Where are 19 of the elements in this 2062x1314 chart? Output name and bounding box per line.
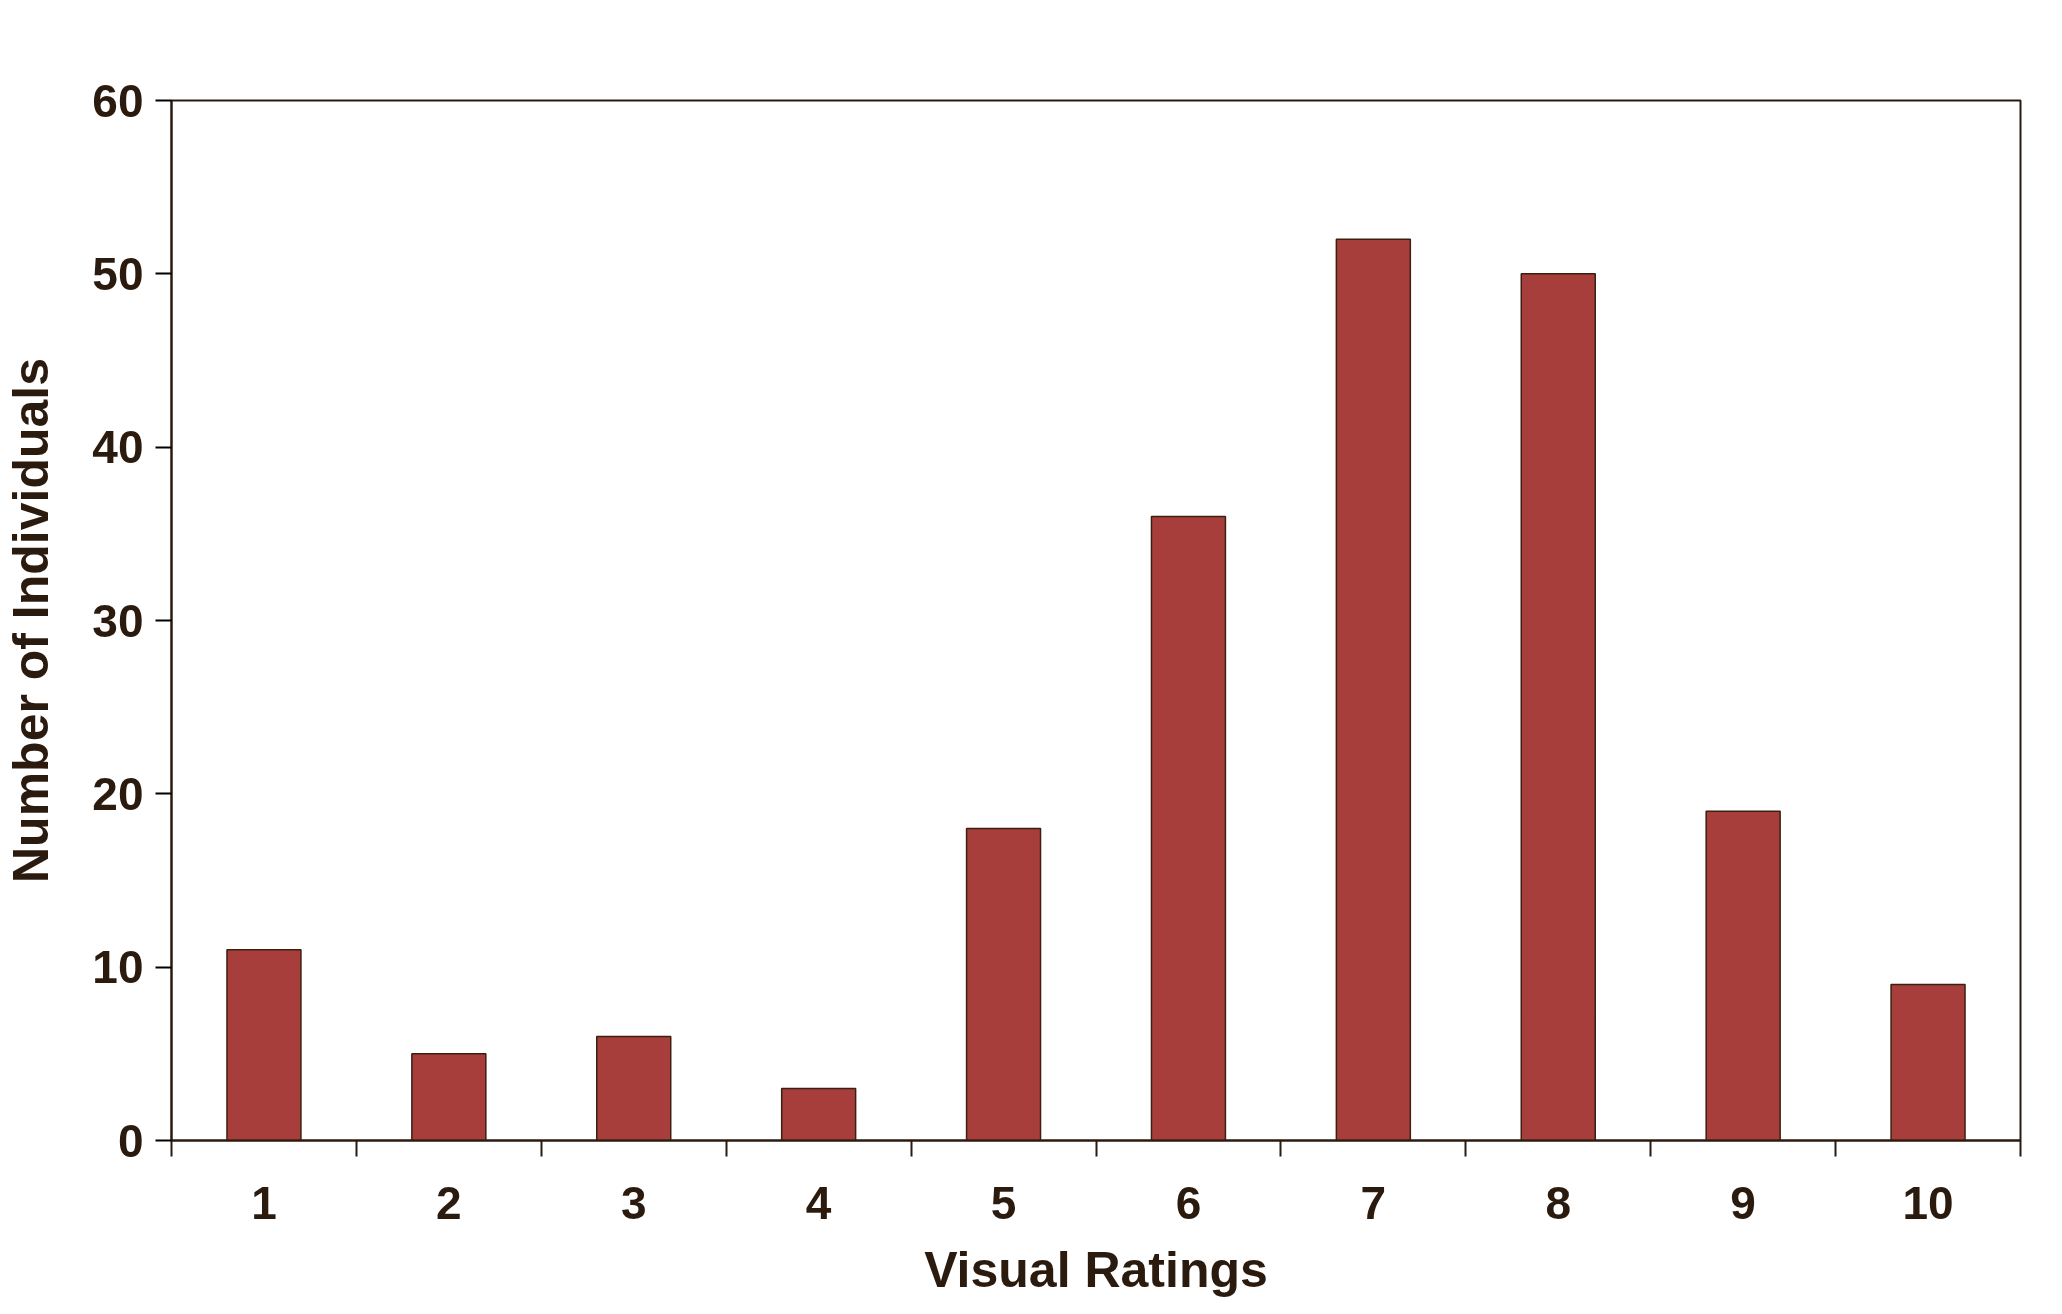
x-tick-label: 3 <box>620 1176 647 1229</box>
y-tick-label: 0 <box>117 1114 144 1167</box>
y-tick-label: 50 <box>92 247 144 300</box>
x-tick-label: 8 <box>1545 1176 1572 1229</box>
y-tick-label: 40 <box>92 421 144 474</box>
x-axis-title: Visual Ratings <box>924 1241 1268 1298</box>
x-tick-label: 4 <box>805 1176 832 1229</box>
y-tick-label: 60 <box>92 74 144 127</box>
x-tick-label: 10 <box>1902 1176 1954 1229</box>
y-axis-title: Number of Individuals <box>3 357 60 884</box>
x-tick-label: 5 <box>990 1176 1017 1229</box>
y-tick-label: 30 <box>92 594 144 647</box>
x-tick-label: 7 <box>1360 1176 1387 1229</box>
y-tick-label: 10 <box>92 941 144 994</box>
x-tick-label: 6 <box>1175 1176 1202 1229</box>
x-tick-label: 2 <box>436 1176 462 1229</box>
x-tick-label: 9 <box>1730 1176 1756 1229</box>
y-tick-label: 20 <box>92 767 144 820</box>
x-tick-label: 1 <box>251 1176 277 1229</box>
